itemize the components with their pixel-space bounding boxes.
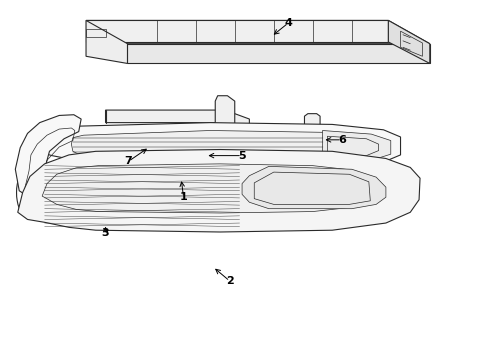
Polygon shape (86, 21, 127, 63)
Polygon shape (105, 110, 249, 128)
Polygon shape (242, 166, 385, 209)
Polygon shape (71, 131, 368, 159)
Polygon shape (37, 123, 400, 166)
Polygon shape (18, 149, 419, 232)
Polygon shape (194, 135, 205, 164)
Polygon shape (127, 44, 429, 63)
Text: 5: 5 (238, 150, 245, 161)
Text: 6: 6 (337, 135, 345, 145)
Polygon shape (86, 21, 429, 44)
Text: 4: 4 (284, 18, 292, 28)
Polygon shape (42, 164, 375, 213)
Text: 7: 7 (124, 156, 132, 166)
Polygon shape (15, 115, 81, 196)
Polygon shape (322, 131, 390, 160)
Polygon shape (387, 21, 429, 63)
Text: 3: 3 (102, 228, 109, 238)
Polygon shape (86, 21, 387, 42)
Polygon shape (215, 96, 234, 134)
Text: 2: 2 (225, 276, 233, 286)
Text: 1: 1 (179, 192, 187, 202)
Polygon shape (303, 155, 331, 167)
Polygon shape (304, 114, 320, 158)
